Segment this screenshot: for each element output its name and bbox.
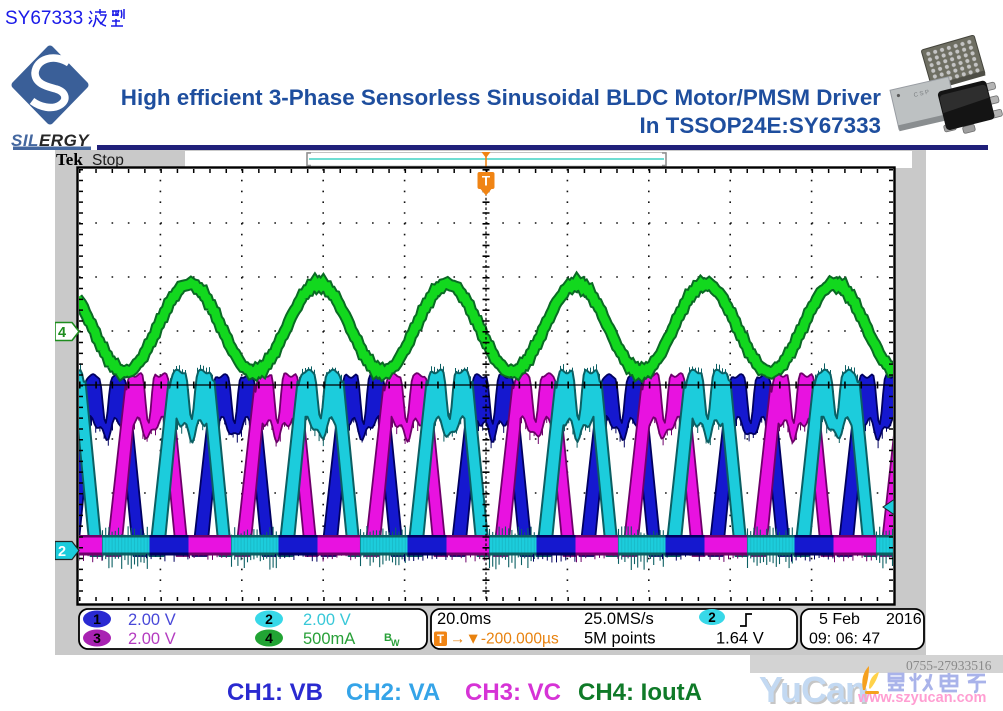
svg-text:5M points: 5M points <box>584 630 656 648</box>
svg-text:500mA: 500mA <box>303 630 355 648</box>
svg-text:→▼-200.000µs: →▼-200.000µs <box>450 631 559 648</box>
svg-text:4: 4 <box>265 630 273 646</box>
svg-text:Stop: Stop <box>92 152 124 169</box>
svg-text:T: T <box>482 174 491 189</box>
svg-text:2.00 V: 2.00 V <box>303 611 351 629</box>
svg-text:2.00 V: 2.00 V <box>128 611 176 629</box>
svg-text:1.64 V: 1.64 V <box>716 630 764 648</box>
svg-text:1: 1 <box>93 611 101 627</box>
svg-text:2: 2 <box>265 611 273 627</box>
svg-text:4: 4 <box>58 325 66 341</box>
svg-text:20.0ms: 20.0ms <box>437 610 491 628</box>
svg-text:2016: 2016 <box>886 611 922 628</box>
svg-text:3: 3 <box>93 630 101 646</box>
svg-text:Tek: Tek <box>56 150 83 169</box>
svg-text:B: B <box>384 632 392 644</box>
svg-text:09: 06: 47: 09: 06: 47 <box>809 631 880 648</box>
svg-text:25.0MS/s: 25.0MS/s <box>584 610 654 628</box>
svg-text:SILERGY: SILERGY <box>11 131 90 150</box>
svg-text:C S P: C S P <box>913 90 930 99</box>
svg-text:2: 2 <box>58 544 66 560</box>
svg-text:T: T <box>437 634 444 646</box>
svg-text:W: W <box>391 638 400 648</box>
svg-text:5 Feb: 5 Feb <box>819 611 860 628</box>
svg-text:2.00 V: 2.00 V <box>128 630 176 648</box>
svg-text:2: 2 <box>708 610 716 625</box>
